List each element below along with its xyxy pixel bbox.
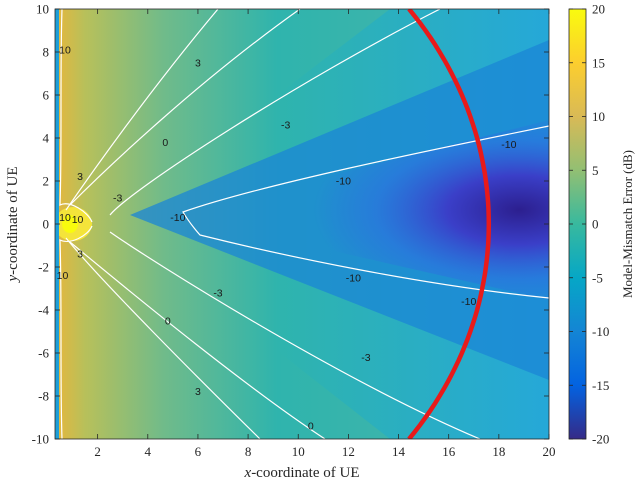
contour-line-0-lower xyxy=(69,241,326,439)
contour-label: 3 xyxy=(195,386,201,398)
contour-label: -3 xyxy=(213,287,222,299)
x-tick-label: 2 xyxy=(94,444,101,459)
y-tick-label: -2 xyxy=(38,260,49,275)
x-axis-label: x-coordinate of UE xyxy=(244,465,360,481)
colorbar-label: Model-Mismatch Error (dB) xyxy=(620,150,635,298)
contour-line-3-upper xyxy=(65,9,219,211)
x-tick-label: 12 xyxy=(342,444,355,459)
x-tick-label: 6 xyxy=(195,444,202,459)
contour-label: -10 xyxy=(501,139,516,151)
colorbar: 20 15 10 5 0 -5 -10 -15 -20 Model-Mismatch Error… xyxy=(568,2,635,447)
contour-line-0-upper xyxy=(69,9,301,206)
x-tick-label: 14 xyxy=(392,444,406,459)
y-tick-label: -10 xyxy=(32,432,49,447)
contour-label: 3 xyxy=(77,249,83,261)
y-tick-label: 8 xyxy=(43,45,50,60)
contour-label: -3 xyxy=(361,352,370,364)
colorbar-tick-label: -15 xyxy=(592,378,609,393)
y-tick-label: 4 xyxy=(43,131,50,146)
contour-label: 10 xyxy=(72,214,84,226)
colorbar-tick-label: 20 xyxy=(592,2,605,17)
y-tick-label: 0 xyxy=(43,217,50,232)
contour-line-10-lower xyxy=(59,225,93,439)
contour-label: 0 xyxy=(165,315,171,327)
contour-label: 10 xyxy=(59,212,71,224)
x-tick-label: 4 xyxy=(145,444,152,459)
colorbar-ticks: 20 15 10 5 0 -5 -10 -15 -20 xyxy=(569,2,609,447)
red-arc xyxy=(407,9,492,439)
contour-label: -10 xyxy=(336,176,351,188)
x-tick-label: 8 xyxy=(245,444,252,459)
colorbar-tick-label: 15 xyxy=(592,55,605,70)
y-tick-label: 10 xyxy=(36,2,49,17)
y-tick-label: -8 xyxy=(38,389,49,404)
y-tick-label: 6 xyxy=(43,88,50,103)
x-tick-label: 18 xyxy=(492,444,505,459)
contour-label: 0 xyxy=(162,137,168,149)
contour-label: 3 xyxy=(195,57,201,69)
x-tick-label: 20 xyxy=(543,444,556,459)
contour-label: 10 xyxy=(59,44,71,56)
x-axis-label-var: x xyxy=(244,465,252,481)
contour-label: 3 xyxy=(77,171,83,183)
y-axis-label-var: y xyxy=(5,274,21,283)
contour-lines xyxy=(59,9,549,439)
x-axis: 2 4 6 8 10 12 14 16 18 20 xyxy=(94,9,556,459)
contour-line-10-upper xyxy=(59,9,93,223)
contour-line-neg3-lower xyxy=(109,231,481,439)
y-axis: 10 8 6 4 2 0 -2 -4 -6 -8 -10 xyxy=(32,2,549,447)
colorbar-tick-label: 10 xyxy=(592,109,605,124)
y-axis-label: y-coordinate of UE xyxy=(5,167,21,284)
y-axis-label-rest: -coordinate of UE xyxy=(5,167,21,275)
colorbar-tick-label: 0 xyxy=(592,217,599,232)
y-tick-label: 2 xyxy=(43,174,50,189)
contour-label: -10 xyxy=(461,296,476,308)
deep-wedge xyxy=(175,120,549,300)
contour-label: -3 xyxy=(113,193,122,205)
colorbar-tick-label: -20 xyxy=(592,432,609,447)
colorbar-tick-label: 5 xyxy=(592,163,599,178)
contour-label: -3 xyxy=(281,120,290,132)
contour-label: 10 xyxy=(57,270,69,282)
y-tick-label: -6 xyxy=(38,346,49,361)
contour-label: -10 xyxy=(170,212,185,224)
contour-label: 0 xyxy=(308,421,314,433)
x-tick-label: 10 xyxy=(292,444,305,459)
contour-line-neg10 xyxy=(182,125,549,299)
x-axis-label-rest: -coordinate of UE xyxy=(251,465,359,481)
origin-hotspot-core xyxy=(62,215,78,233)
colorbar-tick-label: -5 xyxy=(592,270,603,285)
y-tick-label: -4 xyxy=(38,303,49,318)
contour-line-3-lower xyxy=(65,237,261,439)
x-tick-label: 16 xyxy=(442,444,456,459)
contour-label: -10 xyxy=(346,272,361,284)
colorbar-tick-label: -10 xyxy=(592,324,609,339)
contour-line-neg3-upper xyxy=(109,9,441,216)
